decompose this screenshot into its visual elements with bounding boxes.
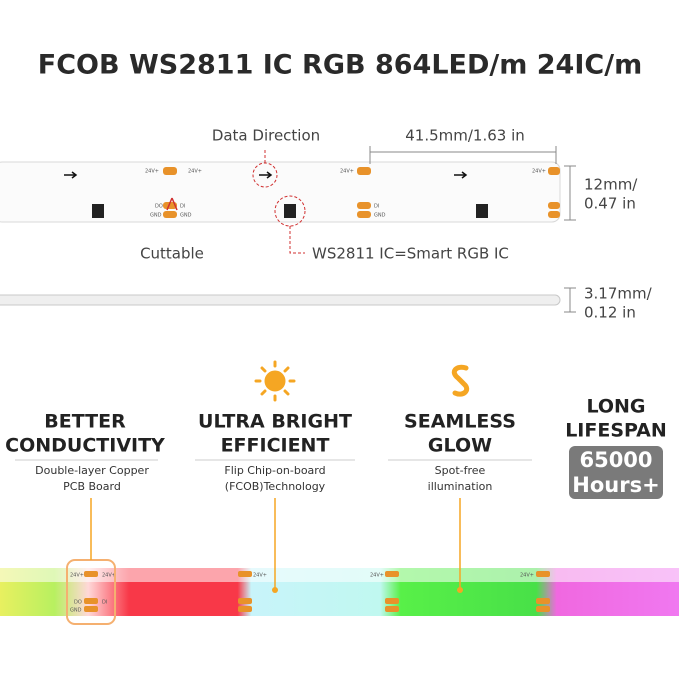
decoration: [284, 204, 296, 218]
wave-icon: [451, 364, 470, 397]
pcb-label: 24V+: [520, 573, 534, 579]
decoration: [238, 598, 252, 604]
decoration: [64, 171, 468, 179]
badge-text: 65000: [579, 448, 652, 472]
decoration: [569, 446, 663, 499]
feature-text: PCB Board: [63, 480, 121, 493]
decoration: [84, 571, 98, 577]
feature-text: illumination: [428, 480, 493, 493]
decoration: [385, 571, 399, 577]
data-direction: Data Direction: [212, 127, 320, 145]
decoration: [385, 606, 399, 612]
decoration: [476, 204, 488, 218]
decoration: [163, 211, 177, 218]
feature-heading: EFFICIENT: [221, 435, 330, 457]
pointer-dot: [272, 587, 278, 593]
feature-heading: GLOW: [428, 435, 492, 457]
decoration: [548, 202, 560, 209]
rgb-strip-details: [84, 571, 550, 612]
pcb-label: GND: [374, 213, 386, 219]
decoration: [536, 598, 550, 604]
decoration: [264, 370, 286, 392]
decoration: [92, 204, 104, 218]
decoration: [357, 167, 371, 175]
decoration: [564, 287, 576, 313]
led-strip: [0, 161, 561, 223]
feature-heading: CONDUCTIVITY: [5, 435, 165, 457]
dimension-lines: [369, 146, 576, 313]
segment-length: 41.5mm/1.63 in: [405, 127, 525, 145]
feature-heading: ULTRA BRIGHT: [198, 411, 352, 433]
pointer-lines: [90, 498, 461, 590]
pcb-label: DO: [155, 204, 163, 210]
pcb-label: GND: [150, 213, 162, 219]
pcb-label: GND: [180, 213, 192, 219]
decoration: [385, 598, 399, 604]
feature-heading: SEAMLESS: [404, 411, 516, 433]
decoration: [274, 195, 306, 227]
title: FCOB WS2811 IC RGB 864LED/m 24IC/m: [38, 50, 642, 81]
pcb-label: DI: [374, 204, 379, 210]
pcb-label: 24V+: [532, 169, 546, 175]
feature-text: Double-layer Copper: [35, 464, 149, 477]
pcb-label: 24V+: [102, 573, 116, 579]
decoration: [163, 202, 177, 209]
feature-heading: LONG: [586, 396, 645, 418]
pcb-label: 24V+: [145, 169, 159, 175]
decoration: [84, 606, 98, 612]
feature-text: Spot-free: [435, 464, 486, 477]
feature-heading: LIFESPAN: [565, 420, 667, 442]
thickness: 3.17mm/: [584, 285, 653, 303]
feature-text: (FCOB)Technology: [225, 480, 326, 493]
decoration: [84, 598, 98, 604]
decoration: [548, 211, 560, 218]
decoration: [369, 146, 557, 164]
pointer-dot: [457, 587, 463, 593]
strip-top: [0, 568, 679, 582]
pcb-label: DI: [180, 204, 185, 210]
pcb-label: 24V+: [370, 573, 384, 579]
decoration: [357, 211, 371, 218]
feature-heading: BETTER: [44, 411, 126, 433]
decoration: [536, 571, 550, 577]
features: BETTER CONDUCTIVITY Double-layer Copper …: [5, 396, 667, 499]
pcb-label: 24V+: [188, 169, 202, 175]
thickness: 0.12 in: [584, 304, 636, 322]
decoration: [564, 165, 576, 221]
cuttable: Cuttable: [140, 245, 204, 263]
feature-text: Flip Chip-on-board: [224, 464, 325, 477]
pcb-label: 24V+: [70, 573, 84, 579]
pcb-label: DO: [74, 600, 82, 606]
decoration: [238, 571, 252, 577]
decoration: [238, 606, 252, 612]
pcb-label: 24V+: [340, 169, 354, 175]
decoration: [548, 167, 560, 175]
width: 0.47 in: [584, 195, 636, 213]
pcb-label: DI: [102, 600, 107, 606]
sun-icon: [254, 360, 296, 402]
strip-details: [64, 167, 560, 218]
ic-label: WS2811 IC=Smart RGB IC: [312, 245, 509, 263]
badge-text: Hours+: [572, 473, 659, 497]
decoration: [254, 360, 296, 402]
decoration: [536, 606, 550, 612]
decoration: [163, 167, 177, 175]
pcb-label: 24V+: [253, 573, 267, 579]
callouts: [252, 148, 306, 254]
width: 12mm/: [584, 176, 638, 194]
pcb-label: GND: [70, 608, 82, 614]
scissors: [166, 197, 178, 211]
decoration: [264, 148, 305, 254]
strip-side: [0, 294, 561, 306]
decoration: [357, 202, 371, 209]
